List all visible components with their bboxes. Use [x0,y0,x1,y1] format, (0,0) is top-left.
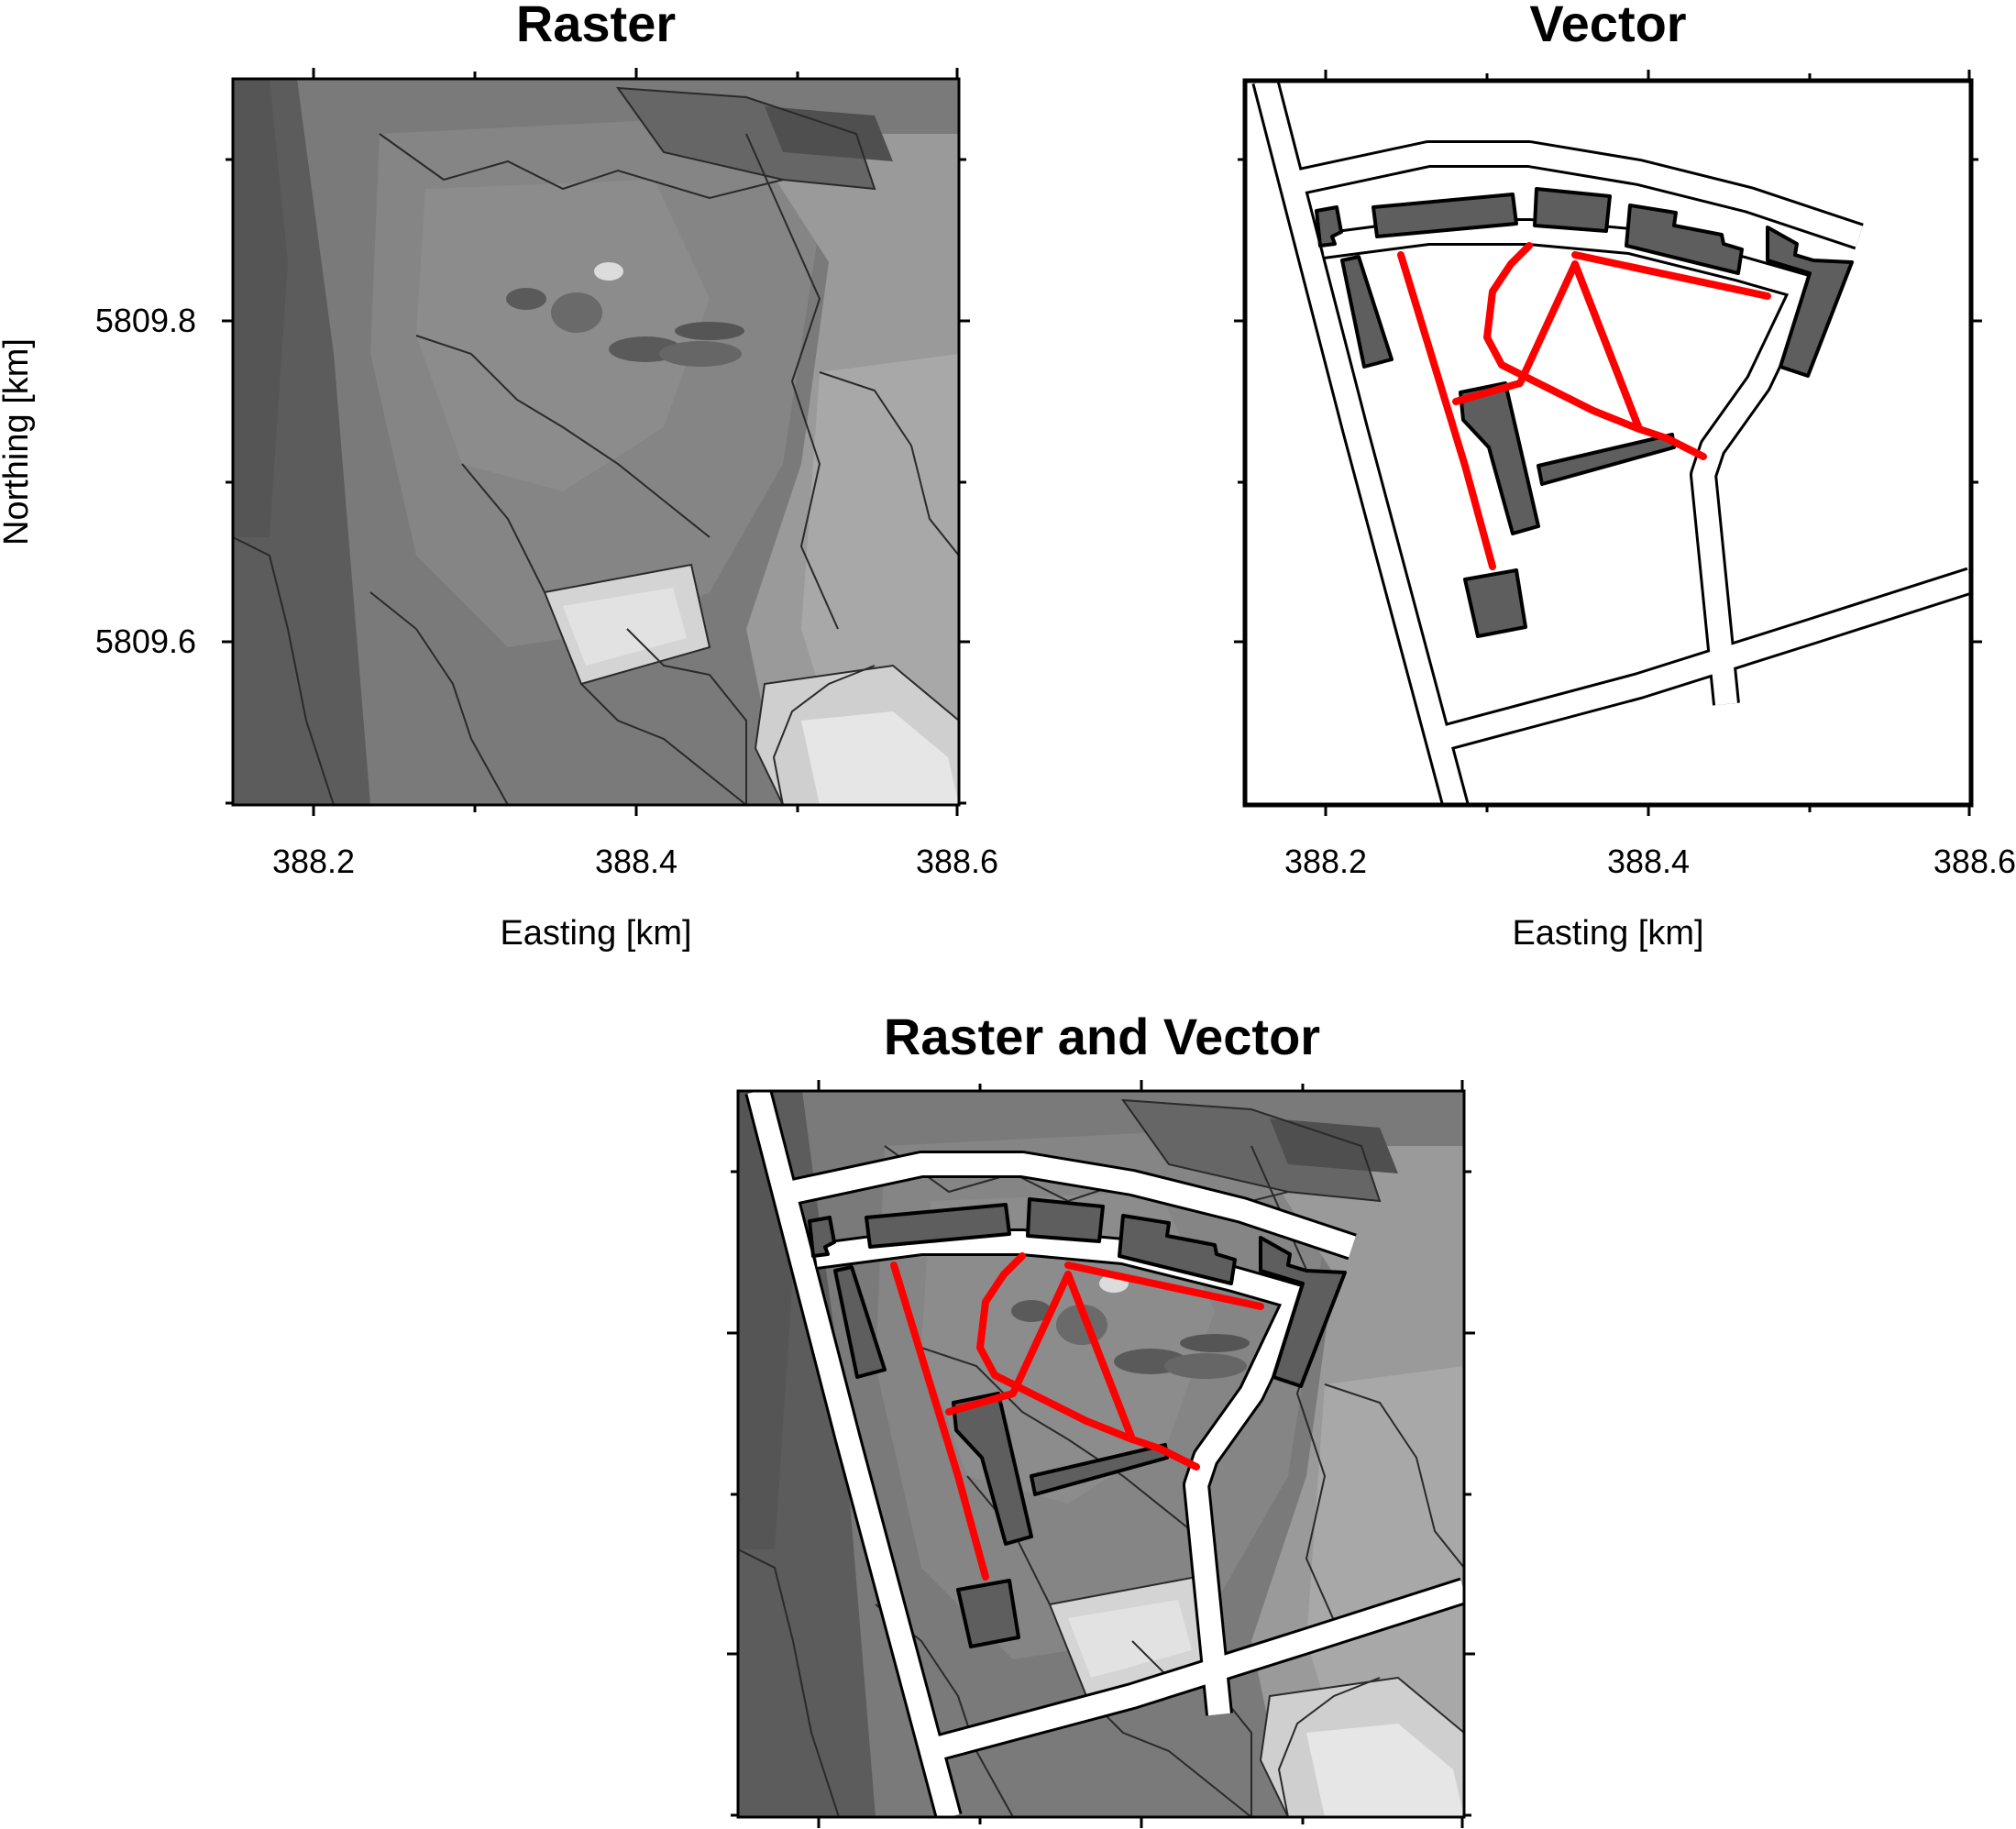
vector-ticks [1234,70,1982,816]
panel-combined-title: Raster and Vector [884,1008,1320,1065]
raster-image [233,79,959,805]
raster-xaxis-label: Easting [km] [500,914,691,953]
vector-xtick-388-2: 388.2 [1284,843,1367,880]
raster-frame [231,77,961,807]
raster-ytick-5809-8: 5809.8 [95,302,196,339]
raster-ticks [222,68,970,816]
vector-xtick-388-4: 388.4 [1607,843,1690,880]
panel-raster-title: Raster [516,0,676,52]
raster-yaxis-label: Northing [km] [0,338,36,545]
raster-xtick-388-4: 388.4 [595,843,678,880]
vector-xtick-388-6: 388.6 [1933,843,2016,880]
combined-ticks [727,1080,1475,1828]
vector-xaxis-label: Easting [km] [1512,914,1703,953]
raster-xtick-388-6: 388.6 [916,843,998,880]
combined-map [738,1091,1464,1817]
panel-vector-title: Vector [1529,0,1686,52]
panel-vector: Vector 388.2 388.4 388.6 [1234,0,2016,953]
combined-frame [736,1089,1466,1819]
raster-xtick-388-2: 388.2 [272,843,355,880]
raster-ytick-5809-6: 5809.6 [95,623,196,660]
panel-combined: Raster and Vector [727,1008,1475,1828]
panel-raster: Raster 388.2 38 [0,0,998,953]
vector-frame [1242,78,1974,808]
